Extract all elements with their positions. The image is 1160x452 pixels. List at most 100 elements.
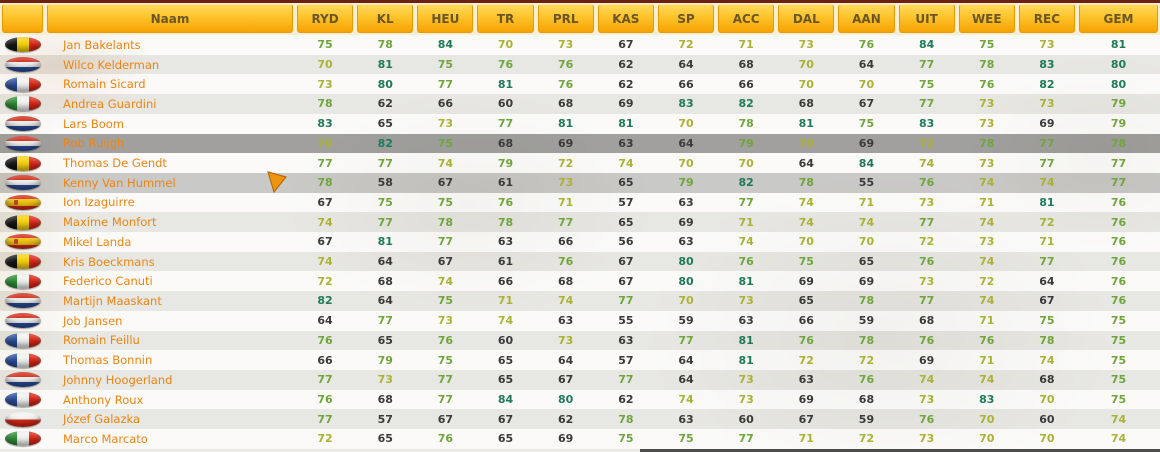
column-header-acc[interactable]: ACC — [718, 4, 775, 33]
table-row[interactable]: Kenny Van Hummel 78 58 67 61 73 65 79 82 78 55 76 74… — [0, 172, 1160, 193]
column-header-heu[interactable]: HEU — [417, 4, 474, 33]
stat-value: 77 — [918, 58, 935, 72]
stat-value: 64 — [1039, 274, 1055, 288]
stat-value: 67 — [798, 412, 814, 426]
stat-value: 81 — [618, 117, 634, 131]
france-flag-icon — [4, 332, 41, 348]
stat-value: 75 — [1039, 314, 1055, 328]
flag-cell — [0, 370, 45, 390]
column-header-sp[interactable]: SP — [657, 4, 715, 33]
table-row[interactable]: Lars Boom 83 65 73 77 81 81 70 78 81 75 83 73 69 79 — [0, 113, 1160, 134]
stat-value: 67 — [618, 274, 634, 288]
stat-value: 78 — [798, 176, 814, 190]
flag-cell — [0, 94, 45, 114]
rider-name: Job Jansen — [63, 313, 123, 328]
stat-value: 73 — [437, 117, 454, 131]
stat-value: 72 — [317, 432, 333, 446]
stat-value: 57 — [618, 195, 634, 209]
stat-value: 76 — [317, 333, 333, 347]
table-row[interactable]: Romain Feillu 76 65 76 60 73 63 77 81 76 78 76 76 78 7… — [0, 330, 1160, 351]
table-row[interactable]: Thomas Bonnin 66 79 75 65 64 57 64 81 72 72 69 71 74 7… — [0, 350, 1160, 370]
stat-value: 70 — [678, 117, 694, 131]
stat-value: 82 — [317, 294, 333, 308]
stat-value: 74 — [558, 294, 574, 308]
column-header-dal[interactable]: DAL — [778, 4, 835, 33]
stat-value: 80 — [558, 393, 574, 406]
stat-value: 82 — [738, 97, 754, 111]
column-header-wee[interactable]: WEE — [958, 4, 1015, 33]
table-row[interactable]: Johnny Hoogerland 77 73 77 65 67 77 64 73 63 76 74 7… — [0, 369, 1160, 390]
table-row[interactable]: Anthony Roux 76 68 77 84 80 62 74 73 69 68 73 83 70 75 — [0, 389, 1160, 410]
stat-value: 67 — [1039, 294, 1055, 308]
column-header-rec[interactable]: REC — [1018, 4, 1075, 33]
column-header-flag[interactable] — [2, 4, 43, 33]
flag-cell — [0, 153, 45, 173]
stat-value: 82 — [377, 136, 393, 150]
rider-name: Kris Boeckmans — [63, 254, 155, 269]
table-row[interactable]: Jan Bakelants 75 78 84 70 73 67 72 71 73 76 84 75 73 8… — [0, 35, 1160, 55]
stat-value: 78 — [979, 136, 995, 150]
stat-value: 82 — [738, 176, 754, 190]
table-row[interactable]: Rob Ruijgh 70 82 75 68 69 63 64 79 70 69 72 78 77 78 — [0, 133, 1160, 154]
poland-flag-icon — [4, 411, 41, 427]
stat-value: 68 — [918, 314, 935, 328]
flag-cell — [0, 173, 45, 193]
table-row[interactable]: Thomas De Gendt 77 77 74 79 72 74 70 70 64 84 74 73 7… — [0, 153, 1160, 173]
table-row[interactable]: Mikel Landa 67 81 77 63 66 56 63 74 70 70 72 73 71 76 — [0, 232, 1160, 252]
stat-value: 79 — [1110, 117, 1127, 131]
stat-value: 77 — [1039, 156, 1055, 170]
column-header-name[interactable]: Naam — [47, 4, 293, 33]
stat-value: 74 — [497, 314, 514, 328]
table-row[interactable]: Maxime Monfort 74 77 78 78 77 65 69 71 74 74 77 74 72… — [0, 212, 1160, 233]
column-header-kl[interactable]: KL — [357, 4, 414, 33]
flag-cell — [0, 429, 45, 449]
stat-value: 68 — [558, 274, 574, 288]
stat-value: 67 — [317, 235, 333, 249]
stat-value: 74 — [858, 215, 875, 229]
flag-cell — [0, 134, 45, 154]
stat-value: 70 — [979, 432, 995, 446]
flag-cell — [0, 390, 45, 410]
stat-value: 74 — [979, 294, 995, 308]
table-row[interactable]: Job Jansen 64 77 73 74 63 55 59 63 66 59 68 71 75 75 — [0, 310, 1160, 331]
table-row[interactable]: Martijn Maaskant 82 64 75 71 74 77 70 73 65 78 77 74… — [0, 291, 1160, 311]
flag-cell — [0, 271, 45, 291]
flag-cell — [0, 74, 45, 94]
rider-name: Wilco Kelderman — [63, 57, 160, 72]
table-row[interactable]: Andrea Guardini 78 62 66 60 68 69 83 82 68 67 77 73 7… — [0, 94, 1160, 114]
stat-value: 59 — [678, 314, 694, 328]
table-row[interactable]: Marco Marcato 72 65 76 65 69 75 75 77 71 72 73 70 70 7… — [0, 429, 1160, 449]
table-row[interactable]: Federico Canuti 72 68 74 66 68 67 80 81 69 69 73 72 6… — [0, 271, 1160, 292]
stat-value: 80 — [377, 77, 393, 91]
table-row[interactable]: Józef Galazka 77 57 67 67 62 78 63 60 67 59 76 70 60 7… — [0, 409, 1160, 430]
italy-flag-icon — [4, 431, 41, 447]
stat-value: 80 — [678, 255, 694, 269]
flag-cell — [0, 311, 45, 331]
column-header-tr[interactable]: TR — [477, 4, 534, 33]
italy-flag-icon — [4, 273, 41, 289]
stat-value: 74 — [1039, 176, 1055, 190]
column-header-gem[interactable]: GEM — [1079, 4, 1158, 33]
table-row[interactable]: Wilco Kelderman 70 81 75 76 76 62 64 68 70 64 77 78 8… — [0, 54, 1160, 75]
stat-value: 76 — [918, 412, 935, 426]
stat-value: 73 — [1039, 97, 1055, 111]
column-header-prl[interactable]: PRL — [537, 4, 594, 33]
column-header-aan[interactable]: AAN — [838, 4, 895, 33]
column-header-ryd[interactable]: RYD — [297, 4, 354, 33]
stat-value: 73 — [979, 117, 995, 131]
table-row[interactable]: Ion Izaguirre 67 75 75 76 71 57 63 77 74 71 73 71 81 7… — [0, 192, 1160, 213]
table-row[interactable]: Kris Boeckmans 74 64 67 61 76 67 80 76 75 65 76 74 77… — [0, 251, 1160, 272]
table-row[interactable]: Romain Sicard 73 80 77 81 76 62 66 66 70 70 75 76 82 8… — [0, 74, 1160, 95]
stat-value: 70 — [497, 38, 514, 52]
stat-value: 72 — [798, 353, 814, 367]
stat-value: 78 — [979, 58, 995, 72]
stat-value: 77 — [377, 215, 393, 229]
stat-value: 70 — [858, 77, 875, 91]
stat-value: 84 — [437, 38, 454, 52]
stat-value: 77 — [918, 215, 935, 229]
stat-value: 76 — [1110, 255, 1127, 269]
column-header-kas[interactable]: KAS — [597, 4, 654, 33]
stat-value: 84 — [918, 38, 935, 52]
rider-name: Lars Boom — [63, 116, 124, 131]
column-header-uit[interactable]: UIT — [898, 4, 955, 33]
